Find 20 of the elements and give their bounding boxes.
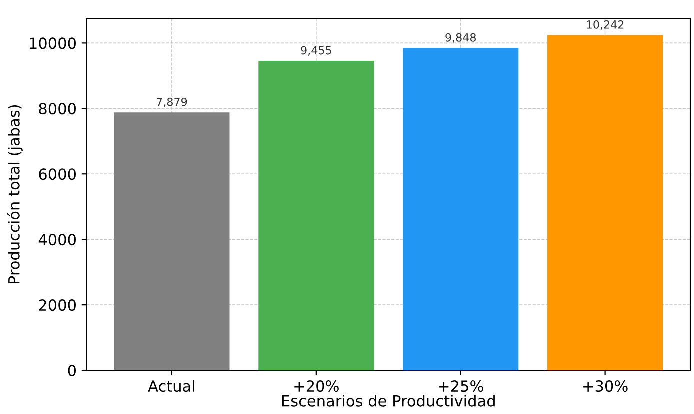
data-label: 9,848 (446, 33, 476, 43)
data-label: 10,242 (587, 20, 624, 30)
bar (548, 35, 664, 371)
y-tick-label: 6000 (39, 168, 76, 180)
data-label: 9,455 (301, 46, 332, 56)
x-tick-label: +30% (584, 380, 628, 392)
x-tick-label: Actual (148, 380, 194, 392)
y-tick-label: 10000 (30, 38, 76, 50)
x-axis-title: Escenarios de Productividad (282, 395, 495, 407)
bar (258, 61, 374, 371)
bar (114, 112, 230, 371)
y-tick-label: 0 (68, 364, 76, 377)
bar (403, 48, 519, 371)
y-tick-label: 4000 (38, 234, 76, 246)
data-label: 7,879 (156, 98, 188, 108)
y-tick-label: 2000 (39, 300, 76, 312)
x-tick-label: +20% (294, 380, 339, 392)
y-tick-label: 8000 (39, 103, 76, 115)
x-tick-label: +25% (439, 380, 484, 392)
y-axis-title: Producción total (jabas) (7, 105, 23, 284)
